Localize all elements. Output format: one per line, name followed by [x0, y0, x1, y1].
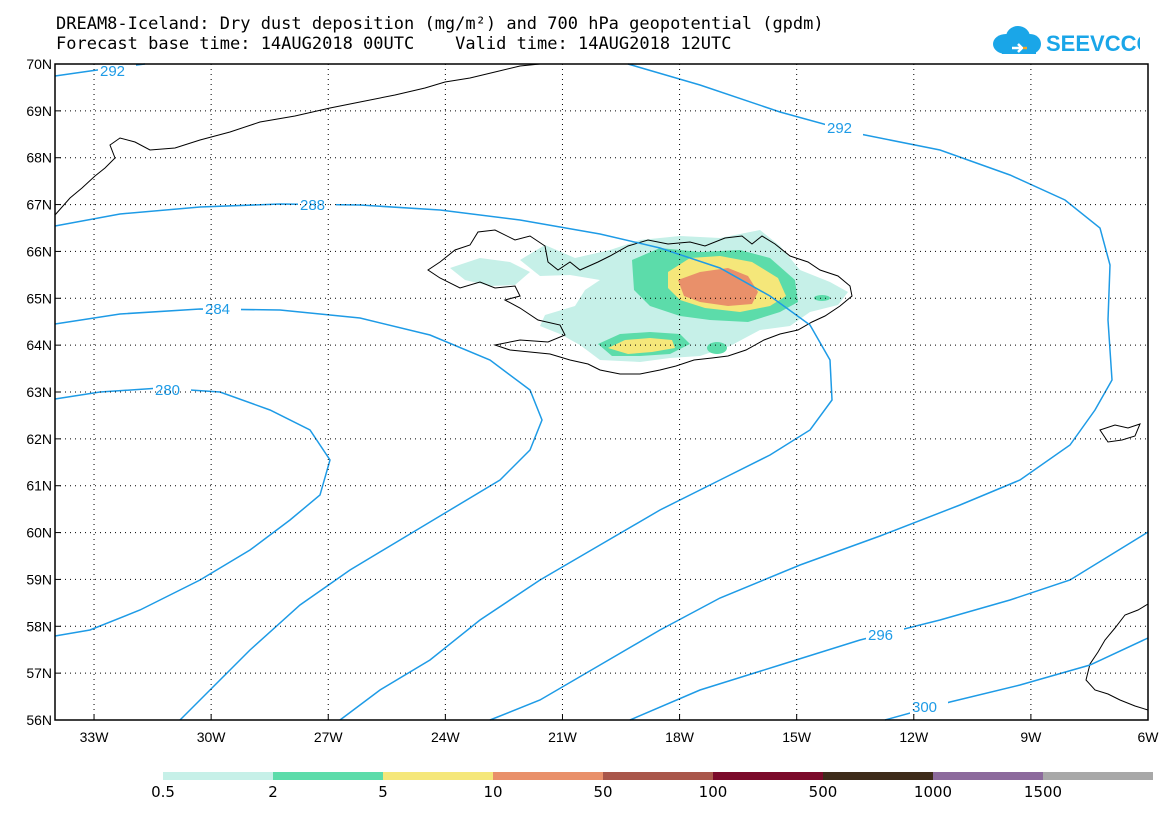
- contour-292: [489, 63, 1113, 721]
- lat-label-62n: 62N: [26, 431, 52, 447]
- lat-label-57n: 57N: [26, 665, 52, 681]
- lon-label-15w: 15W: [782, 729, 812, 745]
- cloud-logo-icon: [993, 26, 1041, 54]
- map-title-line-1: DREAM8-Iceland: Dry dust deposition (mg/…: [56, 14, 824, 34]
- latitude-labels: 70N 69N 68N 67N 66N 65N 64N 63N 62N 61N 60N 59N 58N 5…: [26, 56, 52, 728]
- lon-label-24w: 24W: [431, 729, 461, 745]
- legend-color-box: [1043, 772, 1153, 780]
- contour-label-296: 296: [868, 627, 893, 644]
- legend-label: 50: [593, 783, 613, 801]
- legend-color-box: [273, 772, 383, 780]
- lat-label-59n: 59N: [26, 571, 52, 587]
- dust-2-spot: [707, 342, 727, 354]
- lon-label-6w: 6W: [1138, 729, 1160, 745]
- lon-label-12w: 12W: [899, 729, 929, 745]
- lon-label-21w: 21W: [548, 729, 578, 745]
- contour-label-288: 288: [300, 197, 325, 214]
- dust-2-spot-east: [814, 295, 830, 301]
- legend-color-box: [163, 772, 273, 780]
- legend-color-box: [603, 772, 713, 780]
- lon-label-18w: 18W: [665, 729, 695, 745]
- iceland-coastline: [427, 229, 853, 375]
- contour-284: [54, 308, 543, 721]
- lon-label-33w: 33W: [80, 729, 110, 745]
- map-title-line-2: Forecast base time: 14AUG2018 00UTC Vali…: [56, 34, 732, 54]
- lon-label-9w: 9W: [1020, 729, 1042, 745]
- contour-labels: 292 292 288 284 280 296 300: [98, 62, 948, 716]
- scotland-coastline: [1085, 603, 1149, 711]
- contour-label-300: 300: [912, 699, 937, 716]
- lat-label-60n: 60N: [26, 525, 52, 541]
- graticule: [55, 64, 1148, 720]
- lat-label-65n: 65N: [26, 290, 52, 306]
- legend-color-box: [933, 772, 1043, 780]
- lat-label-58n: 58N: [26, 618, 52, 634]
- logo-text: SEEVCCC: [1046, 31, 1140, 56]
- contour-label-292-nw: 292: [100, 63, 125, 80]
- greenland-coastline: [54, 63, 541, 216]
- seevccc-logo: SEEVCCC: [993, 26, 1140, 56]
- lat-label-66n: 66N: [26, 243, 52, 259]
- lat-label-61n: 61N: [26, 478, 52, 494]
- lat-label-64n: 64N: [26, 337, 52, 353]
- lat-label-68n: 68N: [26, 150, 52, 166]
- legend-label: 2: [268, 783, 278, 801]
- lat-label-70n: 70N: [26, 56, 52, 72]
- faroe-islands-coastline: [1099, 423, 1141, 443]
- lat-label-63n: 63N: [26, 384, 52, 400]
- lat-label-56n: 56N: [26, 712, 52, 728]
- lon-label-30w: 30W: [197, 729, 227, 745]
- legend-label: 1000: [913, 783, 953, 801]
- contour-label-284: 284: [205, 301, 230, 318]
- contour-label-280: 280: [155, 382, 180, 399]
- contour-288: [54, 203, 833, 721]
- legend-label: 0.5: [151, 783, 175, 801]
- legend-color-box: [713, 772, 823, 780]
- contour-label-292: 292: [827, 120, 852, 137]
- longitude-labels: 33W 30W 27W 24W 21W 18W 15W 12W 9W 6W: [80, 729, 1160, 745]
- lon-label-27w: 27W: [314, 729, 344, 745]
- dust-0.5-area-west: [450, 258, 530, 286]
- legend-color-box: [823, 772, 933, 780]
- legend-color-box: [383, 772, 493, 780]
- legend-label: 5: [378, 783, 388, 801]
- dust-5-area-south: [608, 338, 675, 354]
- coastlines: [54, 63, 1149, 711]
- legend-color-box: [493, 772, 603, 780]
- legend-label: 500: [808, 783, 838, 801]
- lat-label-69n: 69N: [26, 103, 52, 119]
- legend-label: 1500: [1023, 783, 1063, 801]
- legend-label: 100: [698, 783, 728, 801]
- axis-ticks: [55, 63, 1149, 721]
- legend-label: 10: [483, 783, 503, 801]
- lat-label-67n: 67N: [26, 197, 52, 213]
